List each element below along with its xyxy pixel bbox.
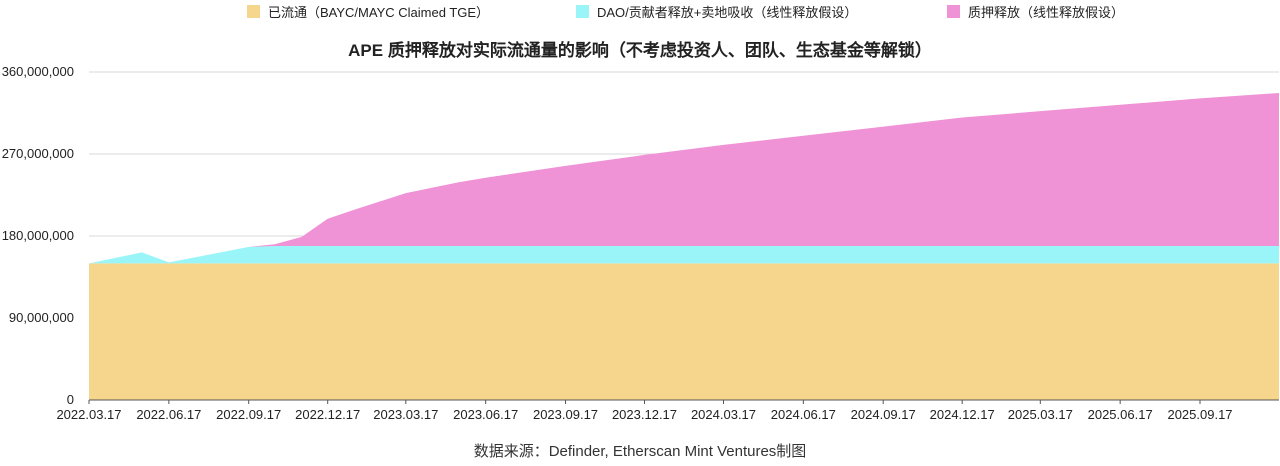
legend-item-circulating: 已流通（BAYC/MAYC Claimed TGE） — [247, 2, 489, 20]
legend-swatch-dao — [576, 4, 589, 18]
area-series-0 — [89, 263, 1279, 400]
area-series-1 — [89, 246, 1279, 264]
y-tick-label: 180,000,000 — [2, 228, 74, 243]
y-tick-label: 90,000,000 — [9, 310, 74, 325]
x-tick-label: 2024.12.17 — [930, 407, 995, 422]
x-tick-label: 2024.09.17 — [851, 407, 916, 422]
legend-item-staking: 质押释放（线性释放假设） — [947, 2, 1124, 20]
x-tick-label: 2023.03.17 — [373, 407, 438, 422]
x-tick-label: 2024.03.17 — [691, 407, 756, 422]
x-tick-label: 2025.03.17 — [1008, 407, 1073, 422]
x-tick-label: 2022.09.17 — [216, 407, 281, 422]
y-tick-label: 0 — [67, 392, 74, 407]
chart-title: APE 质押释放对实际流通量的影响（不考虑投资人、团队、生态基金等解锁） — [348, 41, 932, 60]
axis-layer: 0 90,000,000 180,000,000 270,000,000 360,000… — [2, 64, 1279, 422]
source-note: 数据来源：Definder, Etherscan Mint Ventures制图 — [473, 443, 807, 460]
legend-label-staking: 质押释放（线性释放假设） — [968, 4, 1125, 20]
x-tick-label: 2025.09.17 — [1167, 407, 1232, 422]
x-tick-label: 2023.12.17 — [612, 407, 677, 422]
x-tick-label: 2023.09.17 — [533, 407, 598, 422]
legend-item-dao: DAO/贡献者释放+卖地吸收（线性释放假设） — [576, 2, 857, 20]
x-tick-label: 2024.06.17 — [771, 407, 836, 422]
area-layer — [89, 92, 1279, 400]
area-series-2 — [89, 92, 1279, 264]
x-tick-label: 2025.06.17 — [1088, 407, 1153, 422]
legend-label-dao: DAO/贡献者释放+卖地吸收（线性释放假设） — [597, 4, 858, 20]
legend: 已流通（BAYC/MAYC Claimed TGE） DAO/贡献者释放+卖地吸… — [0, 2, 1280, 20]
y-tick-label: 360,000,000 — [2, 64, 74, 79]
legend-label-circulating: 已流通（BAYC/MAYC Claimed TGE） — [268, 4, 490, 20]
x-tick-label: 2022.12.17 — [295, 407, 360, 422]
legend-swatch-circulating — [247, 4, 260, 18]
x-tick-label: 2022.03.17 — [56, 407, 121, 422]
x-tick-label: 2022.06.17 — [136, 407, 201, 422]
legend-swatch-staking — [947, 4, 960, 18]
x-tick-label: 2023.06.17 — [453, 407, 518, 422]
y-tick-label: 270,000,000 — [2, 146, 74, 161]
